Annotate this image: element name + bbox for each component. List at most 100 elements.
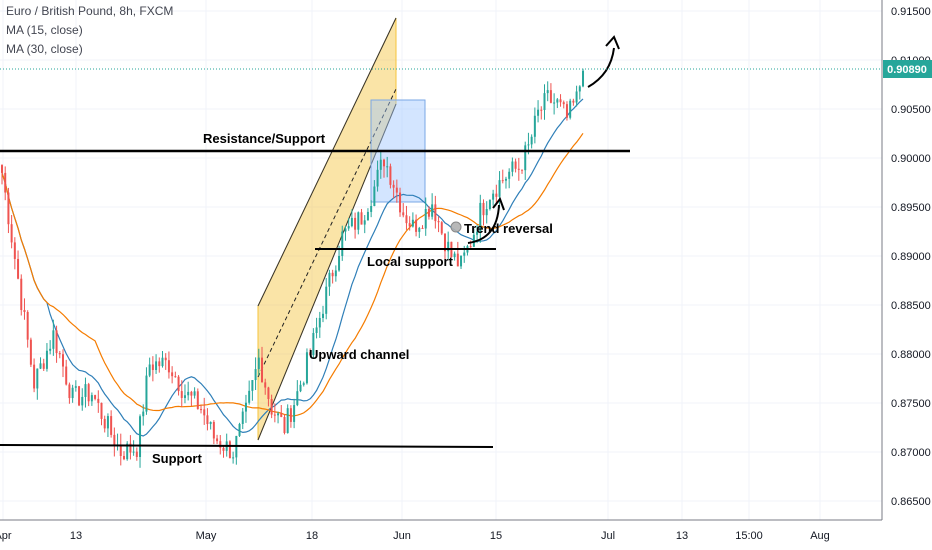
candle-body: [549, 90, 552, 103]
candle-body: [264, 382, 267, 388]
candle-body: [55, 330, 58, 354]
candle-body: [200, 409, 203, 411]
candle-body: [492, 193, 495, 200]
candle-body: [354, 217, 357, 230]
candle-body: [110, 416, 113, 435]
candle-body: [241, 411, 244, 424]
candle-body: [553, 102, 556, 104]
candle-body: [514, 161, 517, 169]
candle-body: [7, 192, 10, 225]
candle-body: [20, 278, 23, 311]
candle-body: [23, 310, 26, 313]
candle-body: [145, 375, 148, 412]
candle-body: [29, 339, 32, 365]
candle-body: [578, 86, 581, 92]
candle-body: [389, 166, 392, 185]
y-tick-label: 0.90500: [891, 104, 931, 116]
candle-body: [575, 91, 578, 103]
candle-body: [565, 104, 568, 118]
candle-body: [392, 184, 395, 188]
candle-body: [357, 212, 360, 230]
candle-body: [13, 242, 16, 259]
candle-body: [341, 231, 344, 256]
candle-body: [527, 144, 530, 146]
candle-body: [277, 413, 280, 416]
candle-body: [469, 246, 472, 248]
y-tick-label: 0.87000: [891, 447, 931, 459]
candle-body: [344, 228, 347, 232]
candle-body: [431, 204, 434, 217]
legend-ma30[interactable]: MA (30, close): [6, 42, 83, 56]
y-tick-label: 0.90000: [891, 153, 931, 165]
legend-ma15[interactable]: MA (15, close): [6, 23, 83, 37]
candle-body: [4, 172, 7, 193]
legend-symbol[interactable]: Euro / British Pound, 8h, FXCM: [6, 4, 174, 18]
candle-body: [158, 361, 161, 367]
price-axis[interactable]: 0.915000.910000.905000.900000.895000.890…: [881, 0, 932, 520]
candle-body: [161, 357, 164, 367]
candle-body: [100, 402, 103, 419]
annotation-labels: Resistance/Support Trend reversal Local …: [152, 131, 553, 466]
candle-body: [421, 227, 424, 229]
x-tick-label: 13: [676, 530, 688, 542]
candle-body: [142, 411, 145, 417]
candle-body: [399, 192, 402, 213]
candle-body: [411, 219, 414, 227]
candle-body: [61, 354, 64, 367]
candle-body: [395, 187, 398, 193]
candle-body: [443, 233, 446, 252]
candle-body: [65, 366, 68, 385]
candle-body: [562, 102, 565, 105]
candle-body: [482, 202, 485, 216]
candle-body: [511, 161, 514, 172]
trend-reversal-label: Trend reversal: [464, 221, 553, 236]
candle-body: [36, 368, 39, 389]
x-tick-label: 13: [70, 530, 82, 542]
time-axis[interactable]: Apr 13 May 18 Jun 15 Jul 13 15:00 Aug: [0, 519, 932, 550]
candle-body: [42, 363, 45, 369]
candle-body: [187, 391, 190, 396]
candle-body: [366, 211, 369, 221]
candle-body: [119, 444, 122, 456]
candle-body: [81, 396, 84, 406]
ma15-line: [1, 98, 584, 437]
candle-body: [360, 212, 363, 225]
candle-body: [434, 204, 437, 222]
candle-body: [122, 455, 125, 460]
support-line[interactable]: [0, 444, 494, 448]
trend-reversal-arrow: [467, 204, 500, 244]
candle-body: [427, 208, 430, 217]
candle-body: [476, 231, 479, 235]
candle-body: [196, 391, 199, 410]
candle-body: [238, 423, 241, 436]
candle-body: [488, 199, 491, 209]
annotation-arrows: [450, 35, 620, 244]
y-tick-label: 0.88500: [891, 300, 931, 312]
x-tick-label: Jul: [601, 530, 615, 542]
candle-body: [58, 353, 61, 355]
grid-lines: [0, 0, 882, 520]
candlesticks: [1, 68, 585, 468]
candle-body: [582, 70, 585, 87]
candle-body: [257, 357, 260, 370]
candle-body: [347, 226, 350, 229]
candle-body: [382, 159, 385, 167]
drawing-overlays: [257, 17, 426, 441]
resistance-support-label: Resistance/Support: [203, 131, 326, 146]
horizontal-levels: [0, 149, 630, 448]
x-tick-label: 15: [490, 530, 502, 542]
candle-body: [569, 100, 572, 118]
candle-body: [190, 391, 193, 396]
y-tick-label: 0.91500: [891, 6, 931, 18]
candle-body: [556, 99, 559, 103]
candle-body: [537, 109, 540, 116]
candle-body: [212, 421, 215, 439]
candle-body: [376, 169, 379, 187]
support-label: Support: [152, 451, 202, 466]
candle-body: [10, 224, 13, 243]
candle-body: [408, 223, 411, 227]
candle-body: [402, 212, 405, 216]
candle-body: [280, 413, 283, 418]
candle-body: [193, 391, 196, 396]
